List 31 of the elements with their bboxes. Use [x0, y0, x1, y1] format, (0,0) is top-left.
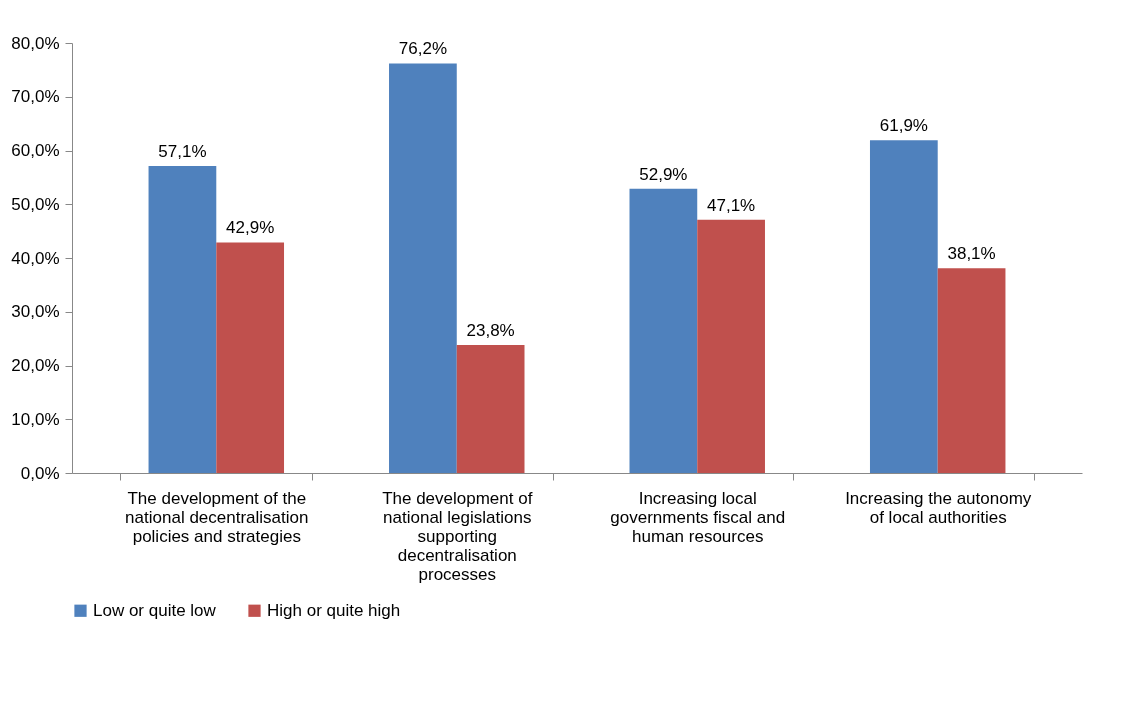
bar — [148, 166, 217, 473]
data-label: 42,9% — [226, 218, 275, 238]
bar — [456, 345, 525, 473]
data-label: 52,9% — [639, 164, 688, 184]
bar — [216, 242, 285, 473]
bar — [389, 63, 457, 473]
y-tick-label: 0,0% — [20, 463, 60, 483]
x-tick-label: Increasing local governments fiscal and human resources — [610, 488, 786, 546]
x-tick-label: The development of the national decentralisation policies and strategies — [125, 488, 309, 546]
legend-label: Low or quite low — [93, 600, 217, 620]
y-tick-label: 40,0% — [11, 248, 60, 268]
bar — [869, 140, 938, 473]
data-label: 47,1% — [707, 195, 756, 215]
x-tick-label: Increasing the autonomy of local authorities — [845, 488, 1032, 527]
legend-label: High or quite high — [267, 600, 401, 620]
bar — [937, 268, 1006, 473]
y-tick-label: 60,0% — [11, 141, 60, 160]
bar — [629, 188, 698, 473]
bar — [697, 219, 765, 473]
x-tick-label: The development of national legislations supporting decentralisation processes — [382, 488, 533, 584]
y-tick-label: 30,0% — [11, 302, 60, 322]
y-tick-label: 50,0% — [11, 194, 60, 214]
data-label: 61,9% — [879, 116, 928, 136]
y-tick-label: 80,0% — [11, 33, 60, 53]
data-label: 38,1% — [947, 244, 996, 264]
data-label: 76,2% — [398, 39, 447, 59]
y-tick-label: 20,0% — [11, 356, 60, 375]
y-tick-label: 70,0% — [11, 87, 60, 107]
data-label: 57,1% — [158, 142, 207, 162]
data-label: 23,8% — [466, 321, 515, 341]
y-tick-label: 10,0% — [11, 409, 60, 429]
